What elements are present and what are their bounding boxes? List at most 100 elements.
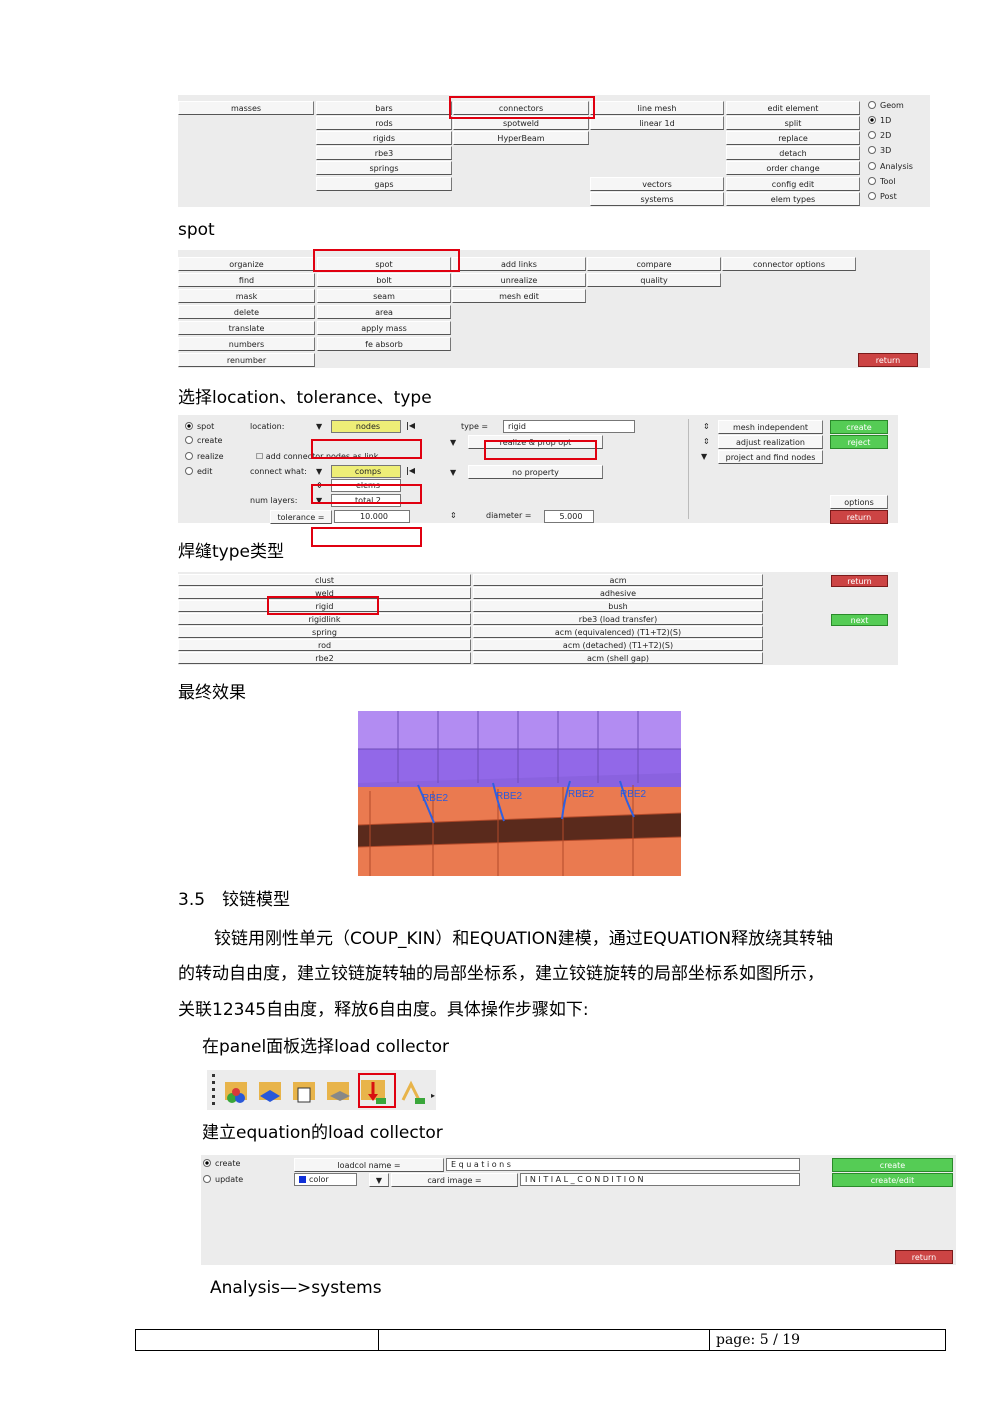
btn-create[interactable]: create [832,1158,953,1172]
btn-rigids[interactable]: rigids [316,131,452,145]
diameter-field[interactable]: 5.000 [544,510,594,523]
property-dropdown-icon[interactable]: ▼ [450,468,457,477]
btn-config-edit[interactable]: config edit [726,177,860,191]
btn-mesh-independent[interactable]: mesh independent [718,420,823,434]
weld-type-weld[interactable]: weld [178,587,471,599]
material-collector-icon[interactable] [290,1076,318,1106]
adjust-toggle-icon[interactable]: ⇕ [703,437,710,446]
btn-replace[interactable]: replace [726,131,860,145]
btn-return[interactable]: return [858,353,918,367]
btn-reject[interactable]: reject [830,435,888,449]
btn-masses[interactable]: masses [178,101,314,115]
radio-update[interactable]: update [203,1174,243,1186]
radio-realize[interactable]: realize [185,451,224,463]
btn-add-links[interactable]: add links [452,257,586,271]
btn-bolt[interactable]: bolt [317,273,451,287]
btn-connector-options[interactable]: connector options [722,257,856,271]
mesh-toggle-icon[interactable]: ⇕ [703,422,710,431]
system-collector-icon[interactable] [324,1076,352,1106]
weld-type-acm-detached[interactable]: acm (detached) (T1+T2)(S) [473,639,763,651]
type-field[interactable]: rigid [503,420,635,433]
btn-numbers[interactable]: numbers [178,337,315,351]
load-collector-icon[interactable] [358,1076,388,1106]
btn-renumber[interactable]: renumber [178,353,315,367]
weld-type-acm[interactable]: acm [473,574,763,586]
btn-create-edit[interactable]: create/edit [832,1173,953,1187]
btn-translate[interactable]: translate [178,321,315,335]
beam-collector-icon[interactable] [397,1076,427,1106]
connect-dropdown-icon[interactable]: ▼ [316,467,323,476]
card-image-field[interactable]: I N I T I A L _ C O N D I T I O N [520,1173,800,1186]
radio-3d[interactable]: 3D [868,145,891,157]
btn-create[interactable]: create [830,420,888,434]
tolerance-field[interactable]: 10.000 [334,510,410,523]
btn-delete[interactable]: delete [178,305,315,319]
location-nodes-selector[interactable]: nodes [331,420,401,433]
btn-seam[interactable]: seam [317,289,451,303]
radio-create[interactable]: create [185,435,222,447]
btn-rods[interactable]: rods [316,116,452,130]
btn-bars[interactable]: bars [316,101,452,115]
btn-adjust-realization[interactable]: adjust realization [718,435,823,449]
weld-type-clust[interactable]: clust [178,574,471,586]
weld-type-bush[interactable]: bush [473,600,763,612]
btn-project-find[interactable]: project and find nodes [718,450,823,464]
card-image-dropdown-icon[interactable]: ▼ [369,1173,389,1187]
btn-mesh-edit[interactable]: mesh edit [452,289,586,303]
location-dropdown-icon[interactable]: ▼ [316,422,323,431]
radio-spot[interactable]: spot [185,421,214,433]
realize-dropdown-icon[interactable]: ▼ [450,438,457,447]
btn-gaps[interactable]: gaps [316,177,452,191]
btn-unrealize[interactable]: unrealize [452,273,586,287]
num-layers-dropdown-icon[interactable]: ▼ [316,496,323,505]
btn-connectors[interactable]: connectors [453,101,589,115]
radio-create[interactable]: create [203,1158,240,1170]
component-collector-icon[interactable] [222,1076,250,1106]
btn-line-mesh[interactable]: line mesh [590,101,724,115]
weld-type-rbe2[interactable]: rbe2 [178,652,471,664]
weld-type-spring[interactable]: spring [178,626,471,638]
btn-systems[interactable]: systems [590,192,724,206]
btn-springs[interactable]: springs [316,161,452,175]
weld-type-rigid[interactable]: rigid [178,600,471,612]
weld-type-rbe3[interactable]: rbe3 (load transfer) [473,613,763,625]
btn-hyperbeam[interactable]: HyperBeam [453,131,589,145]
toolbar-more-icon[interactable]: ▸ [431,1091,436,1100]
btn-compare[interactable]: compare [587,257,721,271]
comps-selector[interactable]: comps [331,465,401,478]
btn-mask[interactable]: mask [178,289,315,303]
radio-1d[interactable]: 1D [868,115,891,127]
btn-fe-absorb[interactable]: fe absorb [317,337,451,351]
btn-spotweld[interactable]: spotweld [453,116,589,130]
project-dropdown-icon[interactable]: ▼ [701,452,708,461]
property-collector-icon[interactable] [256,1076,284,1106]
btn-return[interactable]: return [830,510,888,524]
weld-type-acm-shell-gap[interactable]: acm (shell gap) [473,652,763,664]
radio-edit[interactable]: edit [185,466,212,478]
btn-organize[interactable]: organize [178,257,315,271]
btn-order-change[interactable]: order change [726,161,860,175]
btn-area[interactable]: area [317,305,451,319]
btn-return[interactable]: return [831,575,888,587]
reset-icon[interactable]: |◀ [406,421,416,430]
add-comps-checkbox[interactable]: ☐ add connector nodes as link [256,452,379,461]
weld-type-rod[interactable]: rod [178,639,471,651]
diameter-toggle-icon[interactable]: ⇕ [450,511,457,520]
btn-find[interactable]: find [178,273,315,287]
btn-apply-mass[interactable]: apply mass [317,321,451,335]
btn-elem-types[interactable]: elem types [726,192,860,206]
btn-detach[interactable]: detach [726,146,860,160]
loadcol-name-field[interactable]: E q u a t i o n s [446,1158,800,1171]
radio-tool[interactable]: Tool [868,176,896,188]
reset-comps-icon[interactable]: |◀ [406,466,416,475]
btn-quality[interactable]: quality [587,273,721,287]
btn-linear-1d[interactable]: linear 1d [590,116,724,130]
btn-return[interactable]: return [895,1250,953,1264]
btn-vectors[interactable]: vectors [590,177,724,191]
radio-analysis[interactable]: Analysis [868,161,913,173]
btn-next[interactable]: next [831,614,888,626]
weld-type-adhesive[interactable]: adhesive [473,587,763,599]
radio-geom[interactable]: Geom [868,100,904,112]
color-selector[interactable]: color [294,1173,357,1186]
radio-2d[interactable]: 2D [868,130,891,142]
